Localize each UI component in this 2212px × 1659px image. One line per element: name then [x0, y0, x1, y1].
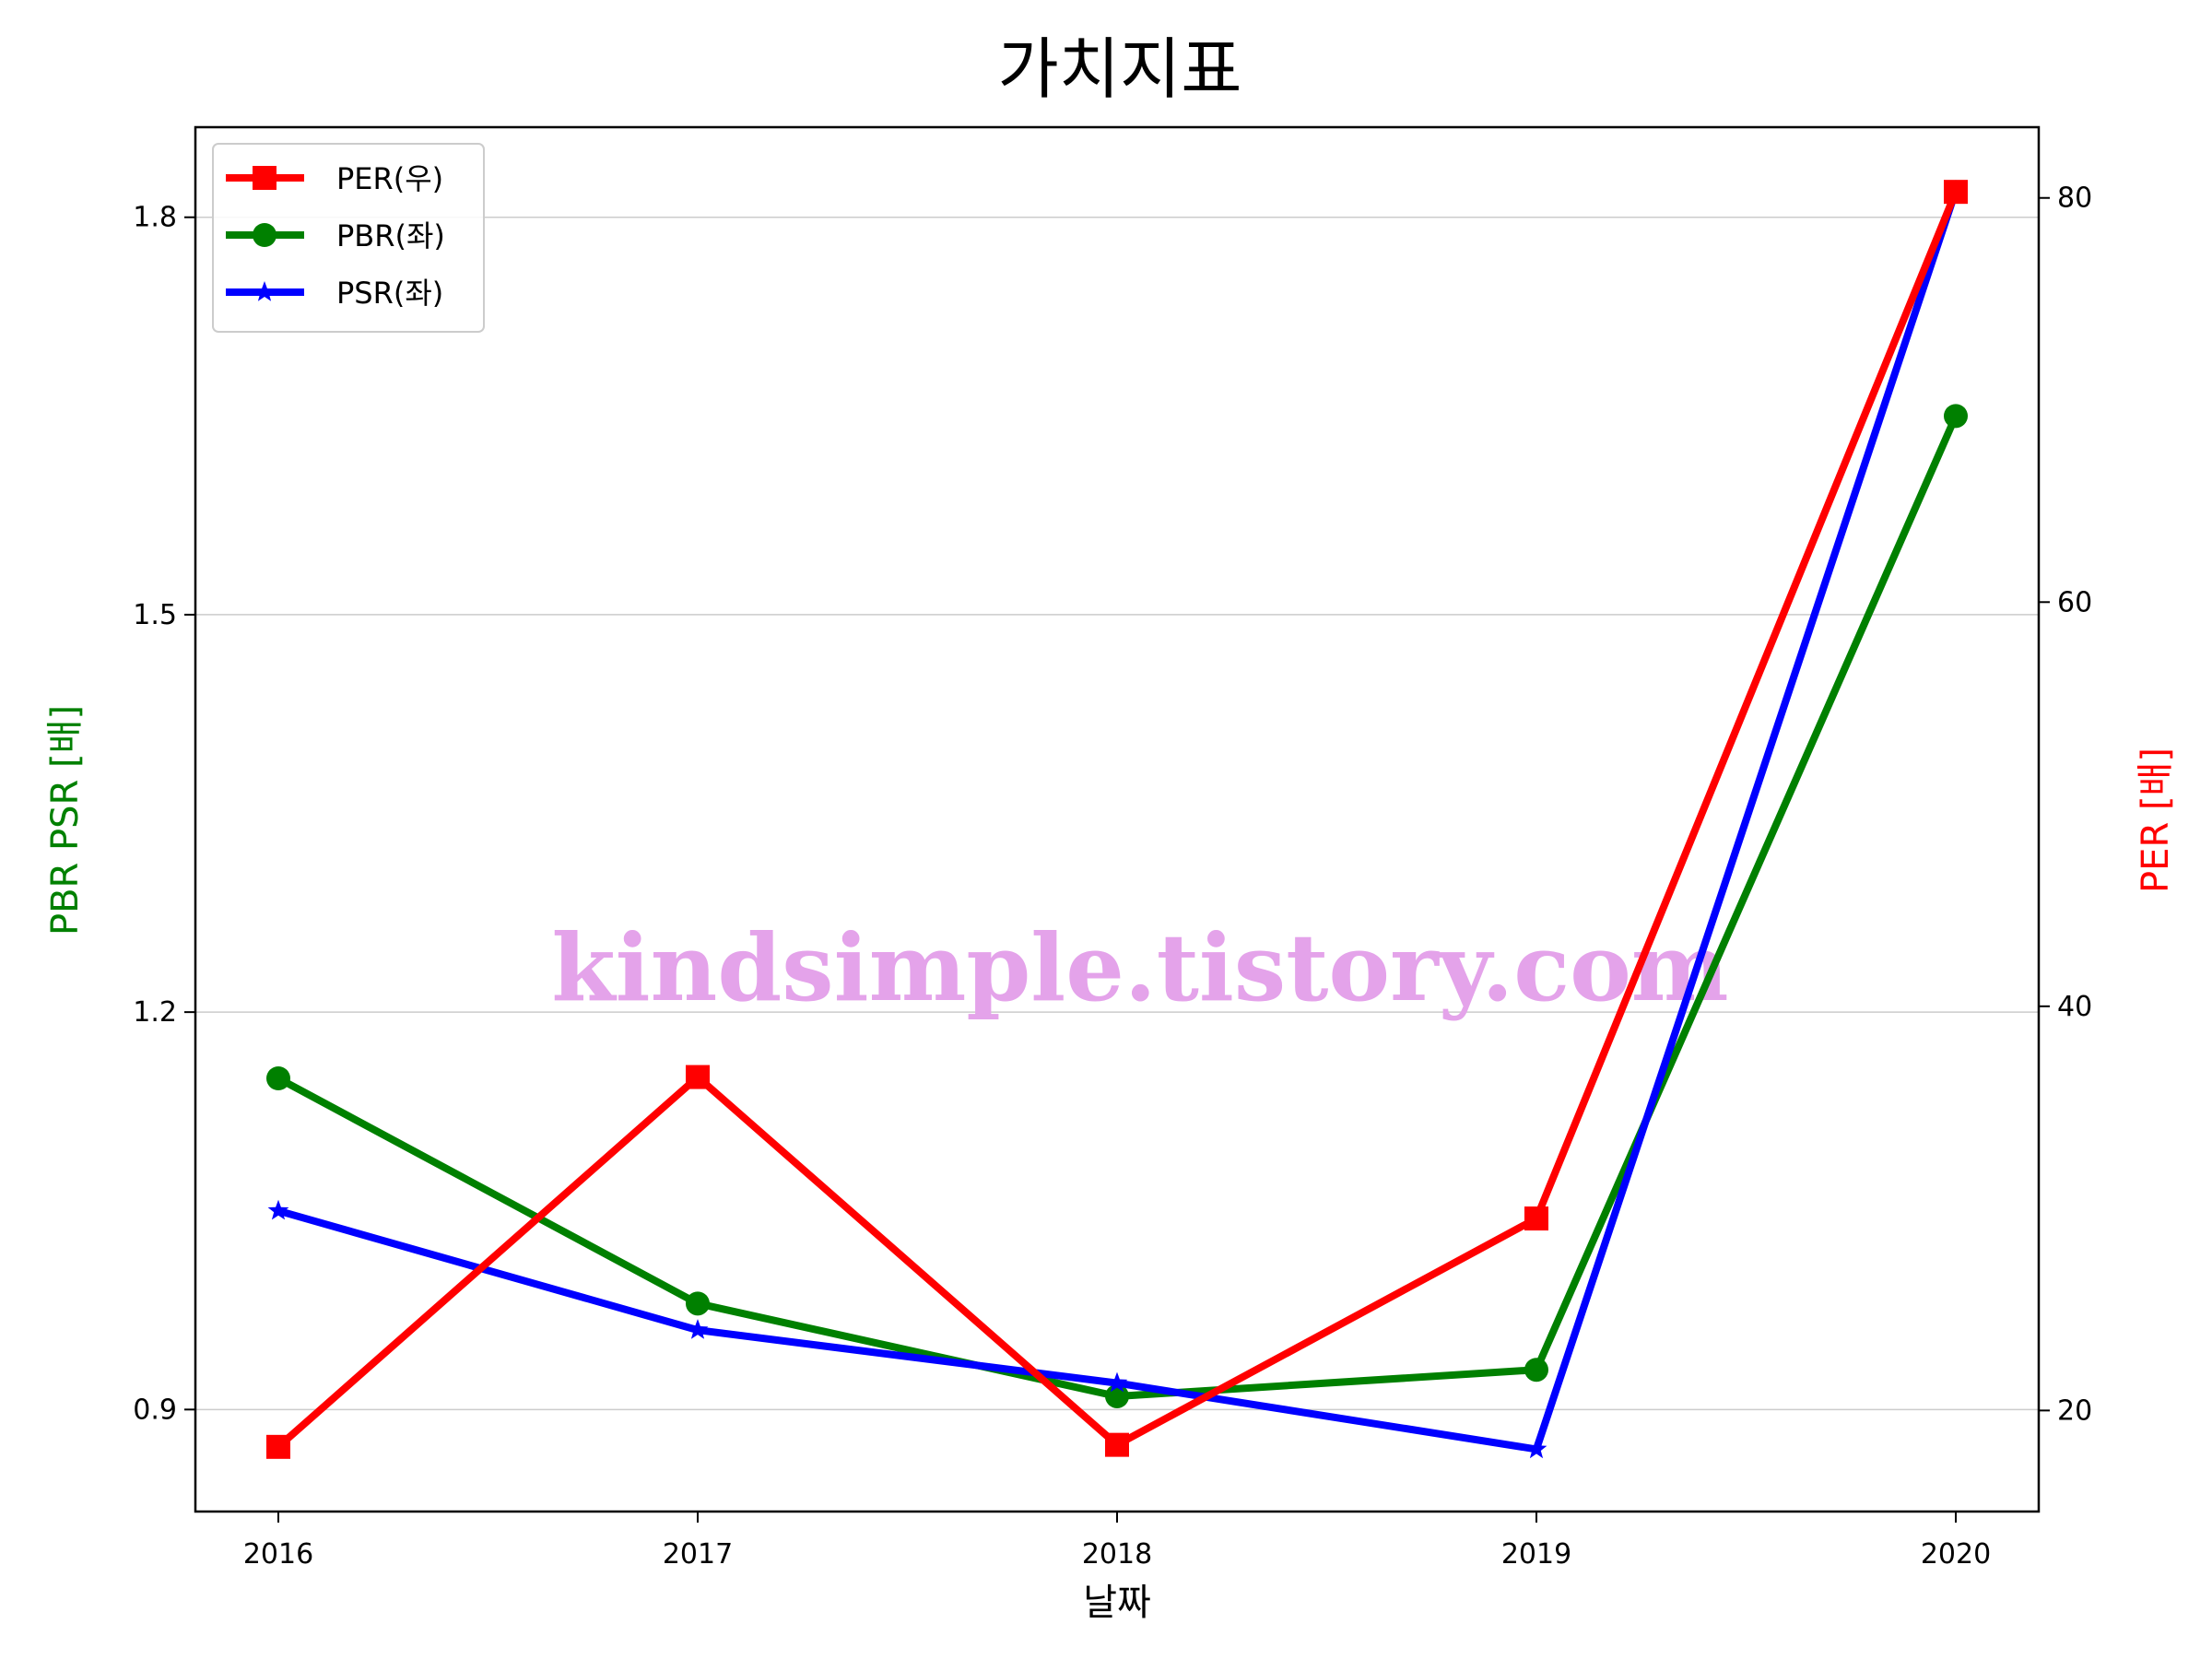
y-axis-right: 20 40 60 80 [2039, 182, 2092, 1427]
y-right-tick-label: 80 [2057, 182, 2092, 215]
y-left-tick-label: 1.8 [133, 202, 177, 234]
legend-item-per: PER(우) [226, 161, 443, 196]
y-right-tick-label: 40 [2057, 991, 2092, 1023]
series-per [266, 180, 1968, 1459]
y-axis-left: 0.9 1.2 1.5 1.8 [133, 202, 195, 1426]
data-point-pbr [686, 1291, 710, 1316]
plot-frame [194, 125, 2041, 1513]
legend-item-psr: PSR(좌) [226, 276, 443, 311]
legend-label: PER(우) [336, 161, 443, 196]
data-point-psr [687, 1319, 709, 1339]
data-point-per [1524, 1206, 1548, 1231]
x-tick-label: 2020 [1921, 1538, 1991, 1571]
data-point-per [686, 1065, 710, 1089]
y-left-tick-label: 1.2 [133, 996, 177, 1029]
y-left-tick-label: 1.5 [133, 599, 177, 631]
y-left-tick-label: 0.9 [133, 1394, 177, 1426]
legend-swatch-marker [253, 223, 276, 247]
x-tick-label: 2019 [1501, 1538, 1571, 1571]
watermark-layer: kindsimple.tistory.com [551, 913, 1728, 1022]
legend-box [212, 143, 485, 333]
y-right-tick-label: 60 [2057, 586, 2092, 618]
x-tick-label: 2018 [1082, 1538, 1152, 1571]
data-point-per [266, 1434, 290, 1459]
data-point-per [1105, 1432, 1129, 1457]
y-axis-right-label: PER [배] [2135, 747, 2177, 893]
x-tick-label: 2017 [663, 1538, 733, 1571]
data-point-psr [1525, 1438, 1547, 1459]
y-right-tick-label: 20 [2057, 1394, 2092, 1427]
data-point-pbr [266, 1065, 290, 1090]
y-axis-left-label: PBR PSR [배] [44, 705, 87, 935]
legend: PER(우) PBR(좌) PSR(좌) [212, 143, 485, 333]
chart-title: 가치지표 [998, 30, 1242, 108]
data-point-psr [267, 1199, 289, 1220]
data-point-pbr [1524, 1358, 1548, 1382]
legend-item-pbr: PBR(좌) [226, 218, 445, 253]
x-axis: 2016 2017 2018 2019 2020 [243, 1512, 1991, 1571]
series-line-pbr [276, 414, 1959, 1400]
grid-lines [195, 216, 2039, 1411]
data-point-per [1944, 180, 1968, 205]
legend-label: PSR(좌) [336, 276, 443, 311]
legend-swatch-marker [253, 166, 276, 190]
data-point-pbr [1944, 404, 1968, 429]
series-layer [266, 180, 1968, 1459]
data-point-psr [1106, 1371, 1128, 1393]
legend-swatch-marker [253, 281, 276, 301]
legend-label: PBR(좌) [336, 218, 445, 253]
x-tick-label: 2016 [243, 1538, 313, 1571]
series-line-psr [276, 189, 1959, 1453]
series-line-per [276, 190, 1959, 1450]
series-psr [267, 180, 1967, 1459]
x-axis-label: 날짜 [1083, 1582, 1151, 1624]
series-pbr [266, 404, 1968, 1408]
watermark-text: kindsimple.tistory.com [551, 913, 1728, 1022]
